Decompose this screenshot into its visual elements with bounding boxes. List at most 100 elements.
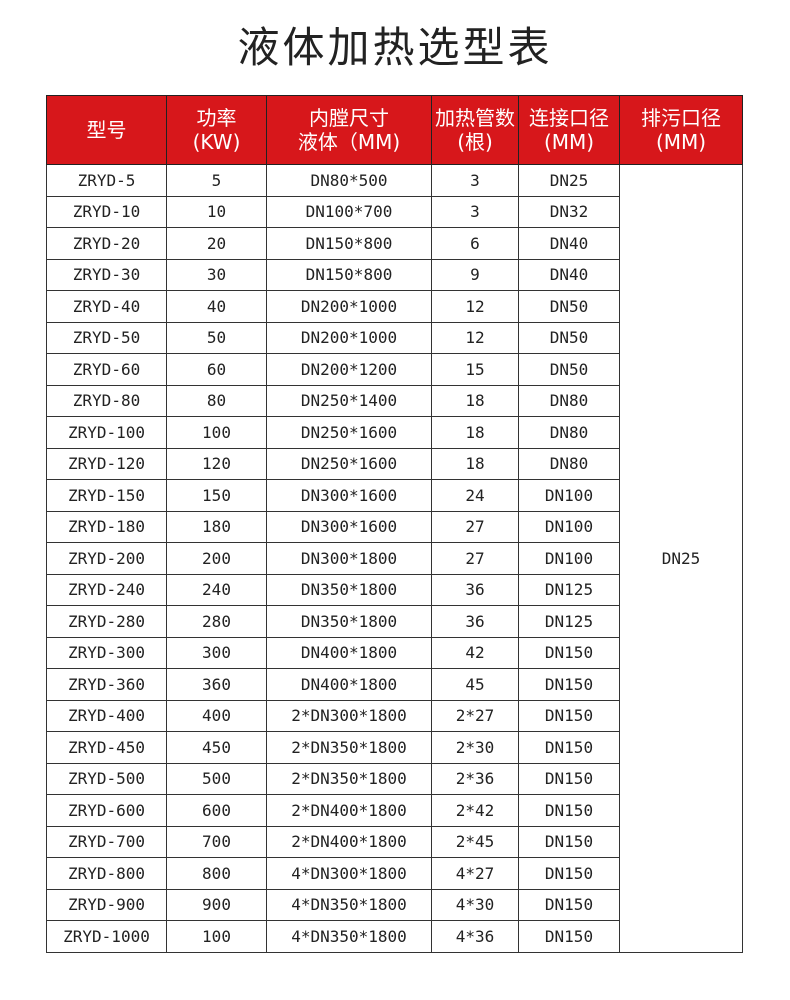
table-row: ZRYD-5 5 DN80*500 3 DN25 DN25	[46, 164, 743, 953]
cell-model: ZRYD-120	[46, 447, 167, 480]
cell-tube-count: 12	[431, 290, 519, 323]
cell-tube-count: 4*30	[431, 888, 519, 921]
cell-tube-count: 6	[431, 227, 519, 260]
header-line: 排污口径	[641, 106, 721, 130]
cell-inner-size: 4*DN300*1800	[266, 857, 432, 890]
cell-power: 240	[166, 573, 267, 606]
cell-inner-size: DN250*1600	[266, 447, 432, 480]
cell-power: 700	[166, 825, 267, 858]
header-line: (KW)	[192, 130, 241, 154]
table-row: ZRYD-200 200 DN300*1800 27 DN100	[46, 542, 743, 575]
cell-model: ZRYD-240	[46, 573, 167, 606]
cell-inner-size: 2*DN300*1800	[266, 699, 432, 732]
cell-power: 20	[166, 227, 267, 260]
cell-inner-size: DN350*1800	[266, 573, 432, 606]
cell-inner-size: 2*DN400*1800	[266, 794, 432, 827]
cell-model: ZRYD-600	[46, 794, 167, 827]
cell-connection-diameter: DN150	[518, 636, 620, 669]
cell-inner-size: DN200*1000	[266, 321, 432, 354]
header-inner-size: 内膛尺寸 液体（MM)	[266, 95, 432, 165]
cell-model: ZRYD-280	[46, 605, 167, 638]
cell-model: ZRYD-80	[46, 384, 167, 417]
header-drain-diameter: 排污口径 (MM)	[619, 95, 743, 165]
cell-power: 400	[166, 699, 267, 732]
cell-connection-diameter: DN80	[518, 447, 620, 480]
cell-connection-diameter: DN150	[518, 920, 620, 953]
cell-tube-count: 42	[431, 636, 519, 669]
cell-inner-size: DN300*1600	[266, 510, 432, 543]
header-line: 型号	[86, 118, 127, 142]
header-tube-count: 加热管数 (根)	[431, 95, 519, 165]
table-row: ZRYD-10 10 DN100*700 3 DN32	[46, 195, 743, 228]
cell-power: 120	[166, 447, 267, 480]
table-row: ZRYD-600 600 2*DN400*1800 2*42 DN150	[46, 794, 743, 827]
cell-inner-size: DN400*1800	[266, 668, 432, 701]
cell-power: 150	[166, 479, 267, 512]
selection-table: 型号 功率 (KW) 内膛尺寸 液体（MM) 加热管数 (根) 连接口径 (MM) 排污口径 (MM…	[46, 95, 743, 953]
table-row: ZRYD-120 120 DN250*1600 18 DN80	[46, 447, 743, 480]
cell-tube-count: 2*36	[431, 762, 519, 795]
cell-tube-count: 2*42	[431, 794, 519, 827]
cell-power: 30	[166, 258, 267, 291]
cell-inner-size: DN250*1600	[266, 416, 432, 449]
cell-inner-size: 2*DN350*1800	[266, 762, 432, 795]
cell-inner-size: 2*DN350*1800	[266, 731, 432, 764]
cell-power: 100	[166, 416, 267, 449]
cell-power: 900	[166, 888, 267, 921]
cell-power: 100	[166, 920, 267, 953]
cell-tube-count: 9	[431, 258, 519, 291]
cell-tube-count: 36	[431, 605, 519, 638]
cell-inner-size: 2*DN400*1800	[266, 825, 432, 858]
table-row: ZRYD-800 800 4*DN300*1800 4*27 DN150	[46, 857, 743, 890]
cell-connection-diameter: DN50	[518, 290, 620, 323]
cell-connection-diameter: DN150	[518, 731, 620, 764]
cell-model: ZRYD-60	[46, 353, 167, 386]
cell-model: ZRYD-700	[46, 825, 167, 858]
cell-model: ZRYD-500	[46, 762, 167, 795]
header-line: 功率	[196, 106, 237, 130]
cell-inner-size: DN150*800	[266, 258, 432, 291]
table-row: ZRYD-180 180 DN300*1600 27 DN100	[46, 510, 743, 543]
cell-power: 300	[166, 636, 267, 669]
cell-connection-diameter: DN150	[518, 857, 620, 890]
cell-connection-diameter: DN80	[518, 416, 620, 449]
cell-connection-diameter: DN25	[518, 164, 620, 197]
table-row: ZRYD-20 20 DN150*800 6 DN40	[46, 227, 743, 260]
cell-model: ZRYD-200	[46, 542, 167, 575]
cell-power: 10	[166, 195, 267, 228]
cell-inner-size: 4*DN350*1800	[266, 888, 432, 921]
cell-connection-diameter: DN100	[518, 542, 620, 575]
cell-inner-size: DN350*1800	[266, 605, 432, 638]
header-model: 型号	[46, 95, 167, 165]
page-title: 液体加热选型表	[237, 23, 553, 72]
cell-power: 360	[166, 668, 267, 701]
cell-connection-diameter: DN50	[518, 321, 620, 354]
cell-power: 40	[166, 290, 267, 323]
cell-inner-size: DN200*1200	[266, 353, 432, 386]
header-line: 加热管数	[435, 106, 515, 130]
cell-tube-count: 24	[431, 479, 519, 512]
cell-model: ZRYD-150	[46, 479, 167, 512]
cell-connection-diameter: DN150	[518, 794, 620, 827]
cell-model: ZRYD-360	[46, 668, 167, 701]
cell-power: 450	[166, 731, 267, 764]
cell-inner-size: DN300*1600	[266, 479, 432, 512]
cell-model: ZRYD-400	[46, 699, 167, 732]
cell-power: 800	[166, 857, 267, 890]
cell-power: 50	[166, 321, 267, 354]
cell-model: ZRYD-800	[46, 857, 167, 890]
cell-model: ZRYD-50	[46, 321, 167, 354]
cell-inner-size: DN200*1000	[266, 290, 432, 323]
table-row: ZRYD-240 240 DN350*1800 36 DN125	[46, 573, 743, 606]
cell-connection-diameter: DN150	[518, 762, 620, 795]
cell-model: ZRYD-1000	[46, 920, 167, 953]
cell-inner-size: DN300*1800	[266, 542, 432, 575]
cell-tube-count: 4*36	[431, 920, 519, 953]
cell-model: ZRYD-5	[46, 164, 167, 197]
cell-model: ZRYD-10	[46, 195, 167, 228]
cell-power: 80	[166, 384, 267, 417]
table-row: ZRYD-100 100 DN250*1600 18 DN80	[46, 416, 743, 449]
table-row: ZRYD-1000 100 4*DN350*1800 4*36 DN150	[46, 920, 743, 953]
cell-connection-diameter: DN40	[518, 258, 620, 291]
cell-tube-count: 15	[431, 353, 519, 386]
